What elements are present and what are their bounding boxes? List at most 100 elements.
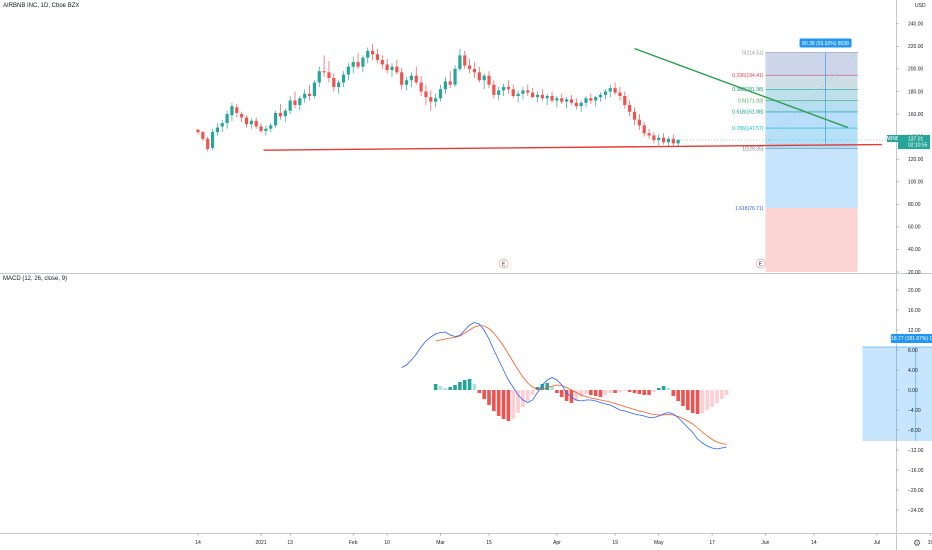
earnings-marker[interactable] xyxy=(498,258,509,269)
candle-down[interactable] xyxy=(463,55,467,66)
candle-up[interactable] xyxy=(443,81,447,90)
candle-down[interactable] xyxy=(206,138,210,150)
candle-up[interactable] xyxy=(545,96,549,99)
candle-up[interactable] xyxy=(453,68,457,85)
candle-up[interactable] xyxy=(404,80,409,85)
candle-up[interactable] xyxy=(409,75,413,81)
candle-up[interactable] xyxy=(303,93,307,99)
candle-up[interactable] xyxy=(312,82,316,96)
candle-up[interactable] xyxy=(516,93,520,96)
price-axis[interactable]: 240.00220.00200.00180.00160.00140.00120.… xyxy=(886,22,930,514)
candle-down[interactable] xyxy=(400,72,404,85)
candle-up[interactable] xyxy=(288,100,292,111)
trend-lines[interactable] xyxy=(263,47,896,151)
candle-down[interactable] xyxy=(623,96,627,106)
candle-up[interactable] xyxy=(598,94,603,98)
earnings-marker[interactable] xyxy=(755,258,766,269)
candle-down[interactable] xyxy=(671,138,675,144)
candle-up[interactable] xyxy=(594,97,598,101)
candle-down[interactable] xyxy=(254,120,258,127)
candle-up[interactable] xyxy=(283,110,287,117)
candle-down[interactable] xyxy=(618,92,622,96)
candle-down[interactable] xyxy=(506,86,510,90)
candle-down[interactable] xyxy=(487,75,491,85)
candle-down[interactable] xyxy=(589,98,593,101)
candle-down[interactable] xyxy=(569,99,574,103)
position-blue-zone[interactable] xyxy=(765,143,858,209)
candle-up[interactable] xyxy=(298,98,302,106)
candle-down[interactable] xyxy=(652,135,656,140)
candle-down[interactable] xyxy=(244,117,249,125)
candle-down[interactable] xyxy=(375,54,380,60)
fib-retracement[interactable]: 0(214.51)0.236(194.41)0.382(181.98)0.5(1… xyxy=(732,50,858,212)
candle-up[interactable] xyxy=(676,140,680,144)
candle-down[interactable] xyxy=(531,92,535,98)
ticker-badge[interactable] xyxy=(887,135,898,142)
candle-up[interactable] xyxy=(555,98,559,101)
candle-down[interactable] xyxy=(322,71,326,73)
candle-up[interactable] xyxy=(230,106,234,116)
candle-down[interactable] xyxy=(240,114,244,118)
candle-down[interactable] xyxy=(259,126,263,131)
candle-down[interactable] xyxy=(332,77,336,87)
candle-up[interactable] xyxy=(434,98,438,102)
candle-down[interactable] xyxy=(414,75,418,83)
symbol-title[interactable]: AIRBNB INC, 1D, Cboe BZX xyxy=(3,3,80,9)
position-badge[interactable] xyxy=(799,38,852,48)
candle-up[interactable] xyxy=(210,132,215,148)
candlestick-series[interactable] xyxy=(196,44,680,152)
candle-up[interactable] xyxy=(215,127,219,133)
candle-up[interactable] xyxy=(249,120,253,125)
candle-down[interactable] xyxy=(395,66,399,73)
candle-down[interactable] xyxy=(550,96,554,101)
candle-up[interactable] xyxy=(390,66,394,71)
candle-up[interactable] xyxy=(458,55,462,69)
last-price-badge[interactable] xyxy=(898,135,930,149)
candle-down[interactable] xyxy=(196,129,200,133)
candle-down[interactable] xyxy=(492,84,496,95)
candle-up[interactable] xyxy=(220,123,224,127)
support-line[interactable] xyxy=(263,143,882,151)
macd-indicator-title[interactable]: MACD (12, 26, close, 9) xyxy=(3,276,68,282)
candle-down[interactable] xyxy=(293,100,297,106)
macd-projection-box[interactable] xyxy=(862,347,932,441)
descending-trend-line[interactable] xyxy=(634,47,849,129)
candle-down[interactable] xyxy=(327,72,331,78)
candle-down[interactable] xyxy=(380,59,384,65)
candle-down[interactable] xyxy=(385,64,389,71)
candle-down[interactable] xyxy=(448,81,452,85)
candle-down[interactable] xyxy=(632,111,637,120)
candle-up[interactable] xyxy=(269,125,273,129)
candle-up[interactable] xyxy=(438,89,443,99)
candle-down[interactable] xyxy=(647,133,651,136)
candle-down[interactable] xyxy=(356,62,360,67)
time-axis[interactable]: 14 2021 13 Feb 10 Mar 15 Apr 19 May 17 Jun 14 Jul 19 xyxy=(195,533,932,546)
candle-down[interactable] xyxy=(235,107,239,113)
candle-down[interactable] xyxy=(468,65,472,69)
candle-down[interactable] xyxy=(472,68,477,73)
candle-down[interactable] xyxy=(613,88,617,93)
candle-up[interactable] xyxy=(565,99,569,102)
candle-down[interactable] xyxy=(662,137,666,143)
candle-up[interactable] xyxy=(657,137,661,140)
macd-pane[interactable]: 18.77 (181.67%) 1877 xyxy=(401,322,932,450)
candle-up[interactable] xyxy=(337,82,341,87)
candle-down[interactable] xyxy=(511,89,515,96)
candle-down[interactable] xyxy=(424,91,428,98)
candle-up[interactable] xyxy=(603,91,607,95)
candle-up[interactable] xyxy=(521,90,525,94)
candle-down[interactable] xyxy=(637,119,641,126)
candle-up[interactable] xyxy=(579,102,583,107)
candle-up[interactable] xyxy=(584,98,588,103)
candle-down[interactable] xyxy=(574,102,578,107)
candle-up[interactable] xyxy=(501,86,506,91)
long-position-tool[interactable]: 80.38 (59.93%) 8038 xyxy=(765,38,858,272)
candle-up[interactable] xyxy=(497,90,501,95)
candle-up[interactable] xyxy=(535,94,540,98)
settings-gear-icon[interactable]: ⚙ xyxy=(913,538,922,548)
candle-down[interactable] xyxy=(477,72,481,81)
candle-down[interactable] xyxy=(642,125,646,134)
macd-projection-badge[interactable] xyxy=(890,334,932,343)
candle-down[interactable] xyxy=(429,97,433,102)
